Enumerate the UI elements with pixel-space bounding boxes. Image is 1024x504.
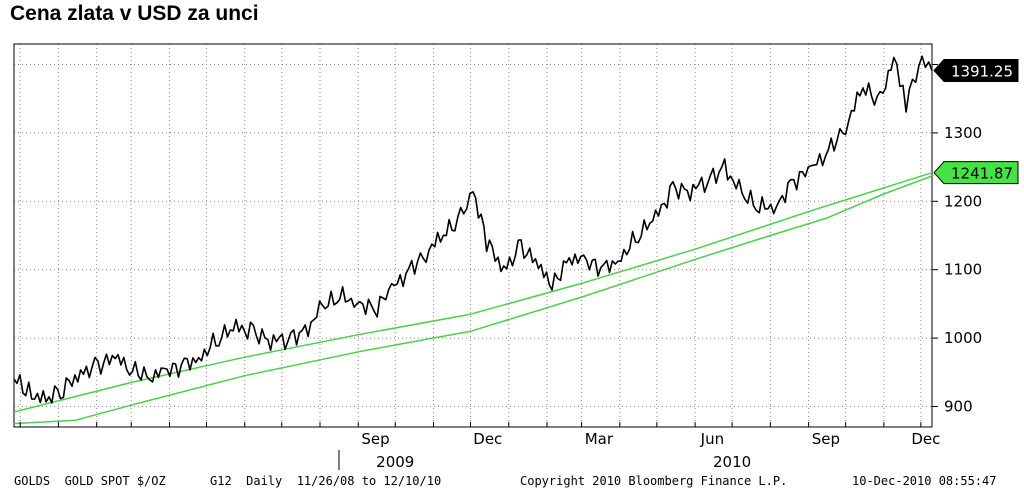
x-tick-label: Sep [812,430,840,448]
x-axis-ticks: Sep Dec Mar Jun Sep Dec 2009 2010 [19,422,940,471]
y-tick-label: 1000 [944,329,982,347]
y-tick-label: 1100 [944,261,982,279]
grid [14,44,932,427]
x-tick-label: Sep [361,430,389,448]
y-tick-label: 900 [944,397,973,415]
footer: GOLDS GOLD SPOT $/OZ G12 Daily 11/26/08 … [14,474,1014,494]
y-axis-ticks: 900 1000 1100 1200 1300 [932,64,982,415]
chart-title: Cena zlata v USD za unci [10,2,259,25]
last-value-tag: 1241.87 [933,161,1019,185]
footer-copyright: Copyright 2010 Bloomberg Finance L.P. [520,474,788,488]
tag-value: 1241.87 [951,165,1013,183]
last-value-tag: 1391.25 [933,59,1019,83]
plot-frame [13,43,933,428]
year-label: 2010 [713,453,751,471]
x-tick-label: Jun [700,430,724,448]
tag-box [933,59,1019,83]
year-label: 2009 [376,453,414,471]
y-tick-label: 1300 [944,124,982,142]
x-tick-label: Dec [911,430,940,448]
series [13,55,933,425]
moving-average-line [13,171,933,413]
value-tags: 1391.25 1241.87 [933,59,1019,185]
y-tick-label: 1200 [944,192,982,210]
tag-box [933,161,1019,185]
x-tick-label: Dec [473,430,502,448]
x-tick-label: Mar [585,430,614,448]
moving-average-line [13,175,933,425]
price-line [13,55,933,404]
footer-timestamp: 10-Dec-2010 08:55:47 [852,474,997,488]
tag-value: 1391.25 [951,63,1013,81]
footer-params: G12 Daily 11/26/08 to 12/10/10 [210,474,442,488]
footer-ticker: GOLDS GOLD SPOT $/OZ [14,474,166,488]
